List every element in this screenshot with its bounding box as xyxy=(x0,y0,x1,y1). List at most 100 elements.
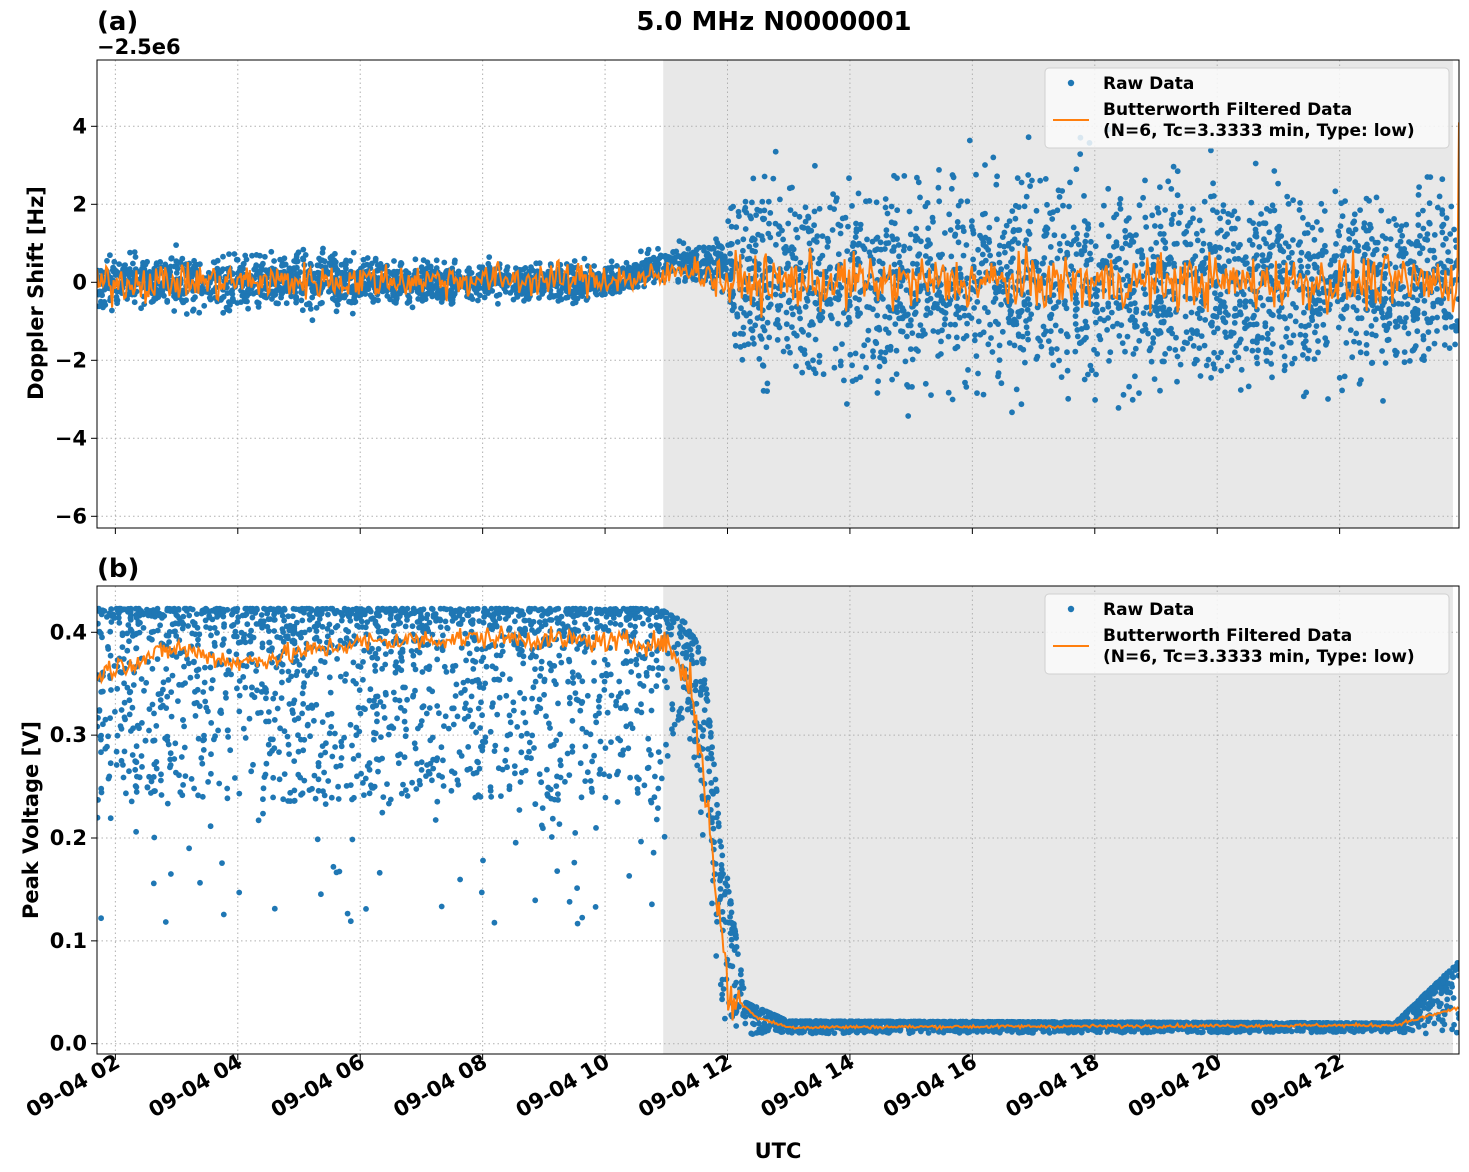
raw-data-point xyxy=(1206,241,1213,248)
raw-data-point xyxy=(861,342,868,349)
raw-data-point xyxy=(378,734,384,740)
raw-data-point xyxy=(979,251,986,258)
raw-data-point xyxy=(1110,323,1116,330)
raw-data-point xyxy=(805,213,811,220)
raw-data-point xyxy=(208,632,214,639)
raw-data-point xyxy=(1264,336,1271,342)
raw-data-point xyxy=(1050,305,1057,312)
raw-data-point xyxy=(1255,336,1261,342)
raw-data-point xyxy=(1266,253,1273,260)
raw-data-point xyxy=(404,300,411,306)
raw-data-point xyxy=(1152,327,1159,334)
raw-data-point xyxy=(1289,360,1295,367)
raw-data-point xyxy=(761,215,768,222)
raw-data-point xyxy=(1302,344,1308,351)
raw-data-point xyxy=(473,287,480,294)
raw-data-point xyxy=(849,203,855,209)
raw-data-point xyxy=(907,231,914,238)
raw-data-point xyxy=(1140,194,1146,201)
raw-data-point xyxy=(956,265,963,272)
raw-data-point xyxy=(861,246,868,253)
raw-data-point xyxy=(975,370,981,377)
raw-data-point xyxy=(961,312,968,319)
raw-data-point xyxy=(908,317,914,324)
raw-data-point xyxy=(882,349,889,356)
raw-data-point xyxy=(751,340,757,347)
raw-data-point xyxy=(236,267,243,274)
raw-data-point xyxy=(1214,295,1220,302)
raw-data-point xyxy=(1298,322,1305,329)
raw-data-point xyxy=(772,148,779,155)
raw-data-point xyxy=(1304,269,1311,276)
raw-data-point xyxy=(1337,223,1344,230)
raw-data-point xyxy=(696,244,703,251)
raw-data-point xyxy=(210,287,217,294)
raw-data-point xyxy=(620,265,626,271)
raw-data-point xyxy=(1201,342,1208,349)
raw-data-point xyxy=(765,294,771,301)
raw-data-point xyxy=(1142,326,1149,333)
raw-data-point xyxy=(546,294,553,301)
raw-data-point xyxy=(208,770,214,777)
raw-data-point xyxy=(1064,367,1071,374)
raw-data-point xyxy=(1049,216,1056,222)
raw-data-point xyxy=(107,252,113,259)
raw-data-point xyxy=(1339,252,1345,259)
raw-data-point xyxy=(1058,328,1064,334)
raw-data-point xyxy=(229,295,236,302)
raw-data-point xyxy=(569,269,576,275)
raw-data-point xyxy=(664,684,670,691)
raw-data-point xyxy=(1027,218,1034,225)
raw-data-point xyxy=(403,268,409,275)
raw-data-point xyxy=(283,286,289,292)
raw-data-point xyxy=(333,308,340,315)
raw-data-point xyxy=(925,225,932,232)
raw-data-point xyxy=(518,732,525,739)
raw-data-point xyxy=(1440,242,1446,248)
raw-data-point xyxy=(1047,328,1054,335)
raw-data-point xyxy=(275,300,281,307)
raw-data-point xyxy=(1395,300,1402,307)
raw-data-point xyxy=(1023,237,1030,244)
raw-data-point xyxy=(1160,237,1167,244)
raw-data-point xyxy=(787,349,793,356)
raw-data-point xyxy=(970,256,976,263)
raw-data-point xyxy=(816,205,823,212)
raw-data-point xyxy=(837,230,844,237)
raw-data-point xyxy=(726,258,733,265)
raw-data-point xyxy=(833,198,839,205)
raw-data-point xyxy=(1415,211,1422,218)
raw-data-point xyxy=(1403,315,1409,321)
raw-data-point xyxy=(927,295,934,302)
raw-data-point xyxy=(928,392,934,398)
raw-data-point xyxy=(1169,216,1175,223)
raw-data-point xyxy=(802,303,809,310)
raw-data-point xyxy=(793,226,799,233)
panel-a-ylabel: Doppler Shift [Hz] xyxy=(24,186,48,400)
raw-data-point xyxy=(593,291,600,298)
raw-data-point xyxy=(1446,345,1453,351)
raw-data-point xyxy=(1051,232,1058,239)
raw-data-point xyxy=(1026,301,1033,308)
raw-data-point xyxy=(406,294,413,301)
raw-data-point xyxy=(653,683,660,690)
raw-data-point xyxy=(306,301,313,308)
raw-data-point xyxy=(1222,329,1228,336)
raw-data-point xyxy=(207,664,214,671)
raw-data-point xyxy=(725,242,731,249)
raw-data-point xyxy=(670,249,676,256)
raw-data-point xyxy=(601,656,608,663)
raw-data-point xyxy=(1222,309,1229,316)
raw-data-point xyxy=(750,175,757,182)
raw-data-point xyxy=(249,252,255,259)
raw-data-point xyxy=(1439,1027,1446,1034)
raw-data-point xyxy=(1455,972,1459,979)
raw-data-point xyxy=(1236,339,1243,346)
raw-data-point xyxy=(1136,390,1142,396)
raw-data-point xyxy=(846,175,852,182)
raw-data-point xyxy=(1366,197,1372,204)
raw-data-point xyxy=(774,337,781,343)
raw-data-point xyxy=(971,337,978,344)
raw-data-point xyxy=(845,223,851,230)
